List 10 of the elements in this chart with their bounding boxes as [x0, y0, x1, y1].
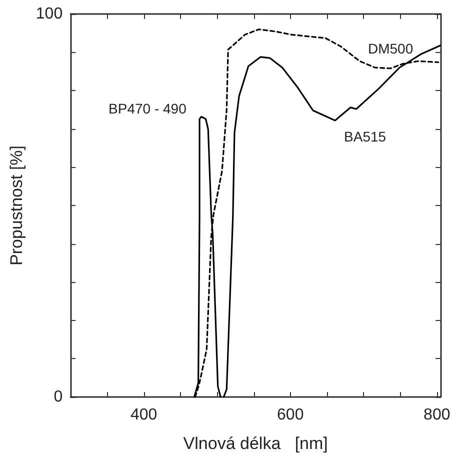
x-tick-label: 400: [130, 406, 158, 424]
series-label: BA515: [344, 128, 386, 144]
x-axis-title: Vlnová délka [nm]: [183, 434, 328, 453]
y-tick-label: 100: [36, 6, 63, 22]
y-axis-title: Propustnost [%]: [7, 145, 26, 266]
y-tick-label: 0: [54, 388, 63, 406]
series-label: BP470 - 490: [108, 100, 187, 117]
x-tick-label: 600: [277, 406, 304, 424]
x-tick-label: 800: [424, 406, 450, 424]
series-label: DM500: [368, 40, 414, 56]
